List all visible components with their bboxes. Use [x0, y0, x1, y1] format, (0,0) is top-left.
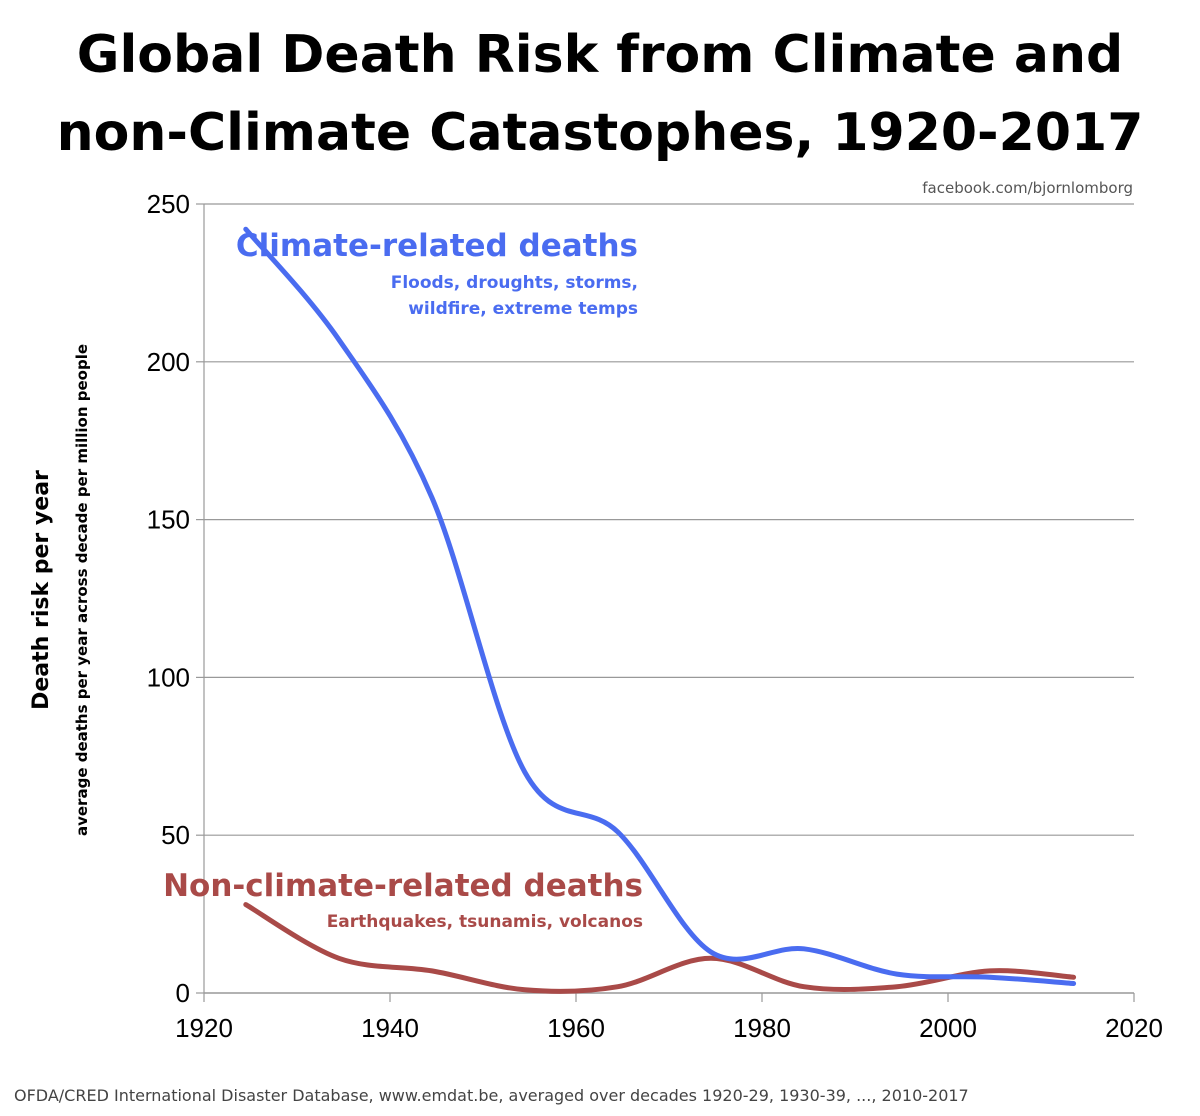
- series-label-climate: Climate-related deaths: [236, 228, 638, 264]
- series-sublabel-climate-1: Floods, droughts, storms,: [391, 273, 638, 293]
- x-axis-ticks: 1920 1940 1960 1980 2000 2020: [175, 993, 1163, 1043]
- series-sublabel-climate-2: wildfire, extreme temps: [408, 299, 638, 319]
- y-axis-sublabel: average deaths per year across decade pe…: [73, 344, 91, 836]
- series-lines: [243, 226, 1077, 994]
- chart-title-line2: non-Climate Catastophes, 1920-2017: [57, 103, 1144, 163]
- y-tick-label-100: 100: [147, 662, 190, 692]
- series-line-nonclimate: [243, 902, 1077, 994]
- series-sublabel-nonclimate: Earthquakes, tsunamis, volcanos: [327, 912, 643, 932]
- y-tick-label-50: 50: [161, 820, 190, 850]
- chart-title-line1: Global Death Risk from Climate and: [77, 25, 1123, 85]
- x-tick-label-1980: 1980: [733, 1013, 791, 1043]
- y-axis-label: Death risk per year: [29, 470, 54, 710]
- y-tick-label-200: 200: [147, 347, 190, 377]
- x-tick-label-1920: 1920: [175, 1013, 233, 1043]
- y-tick-label-250: 250: [147, 189, 190, 219]
- credit-text: facebook.com/bjornlomborg: [922, 179, 1133, 197]
- y-tick-label-150: 150: [147, 505, 190, 535]
- x-tick-label-1940: 1940: [361, 1013, 419, 1043]
- grid-lines: [204, 203, 1134, 836]
- source-note: OFDA/CRED International Disaster Databas…: [14, 1086, 969, 1105]
- series-line-climate: [243, 226, 1077, 986]
- series-label-nonclimate: Non-climate-related deaths: [163, 868, 643, 904]
- x-tick-label-1960: 1960: [547, 1013, 605, 1043]
- y-tick-label-0: 0: [176, 978, 190, 1008]
- y-axis-ticks: 0 50 100 150 200 250: [147, 189, 204, 1008]
- x-tick-label-2000: 2000: [919, 1013, 977, 1043]
- x-tick-label-2020: 2020: [1105, 1013, 1163, 1043]
- axes: [203, 204, 1134, 994]
